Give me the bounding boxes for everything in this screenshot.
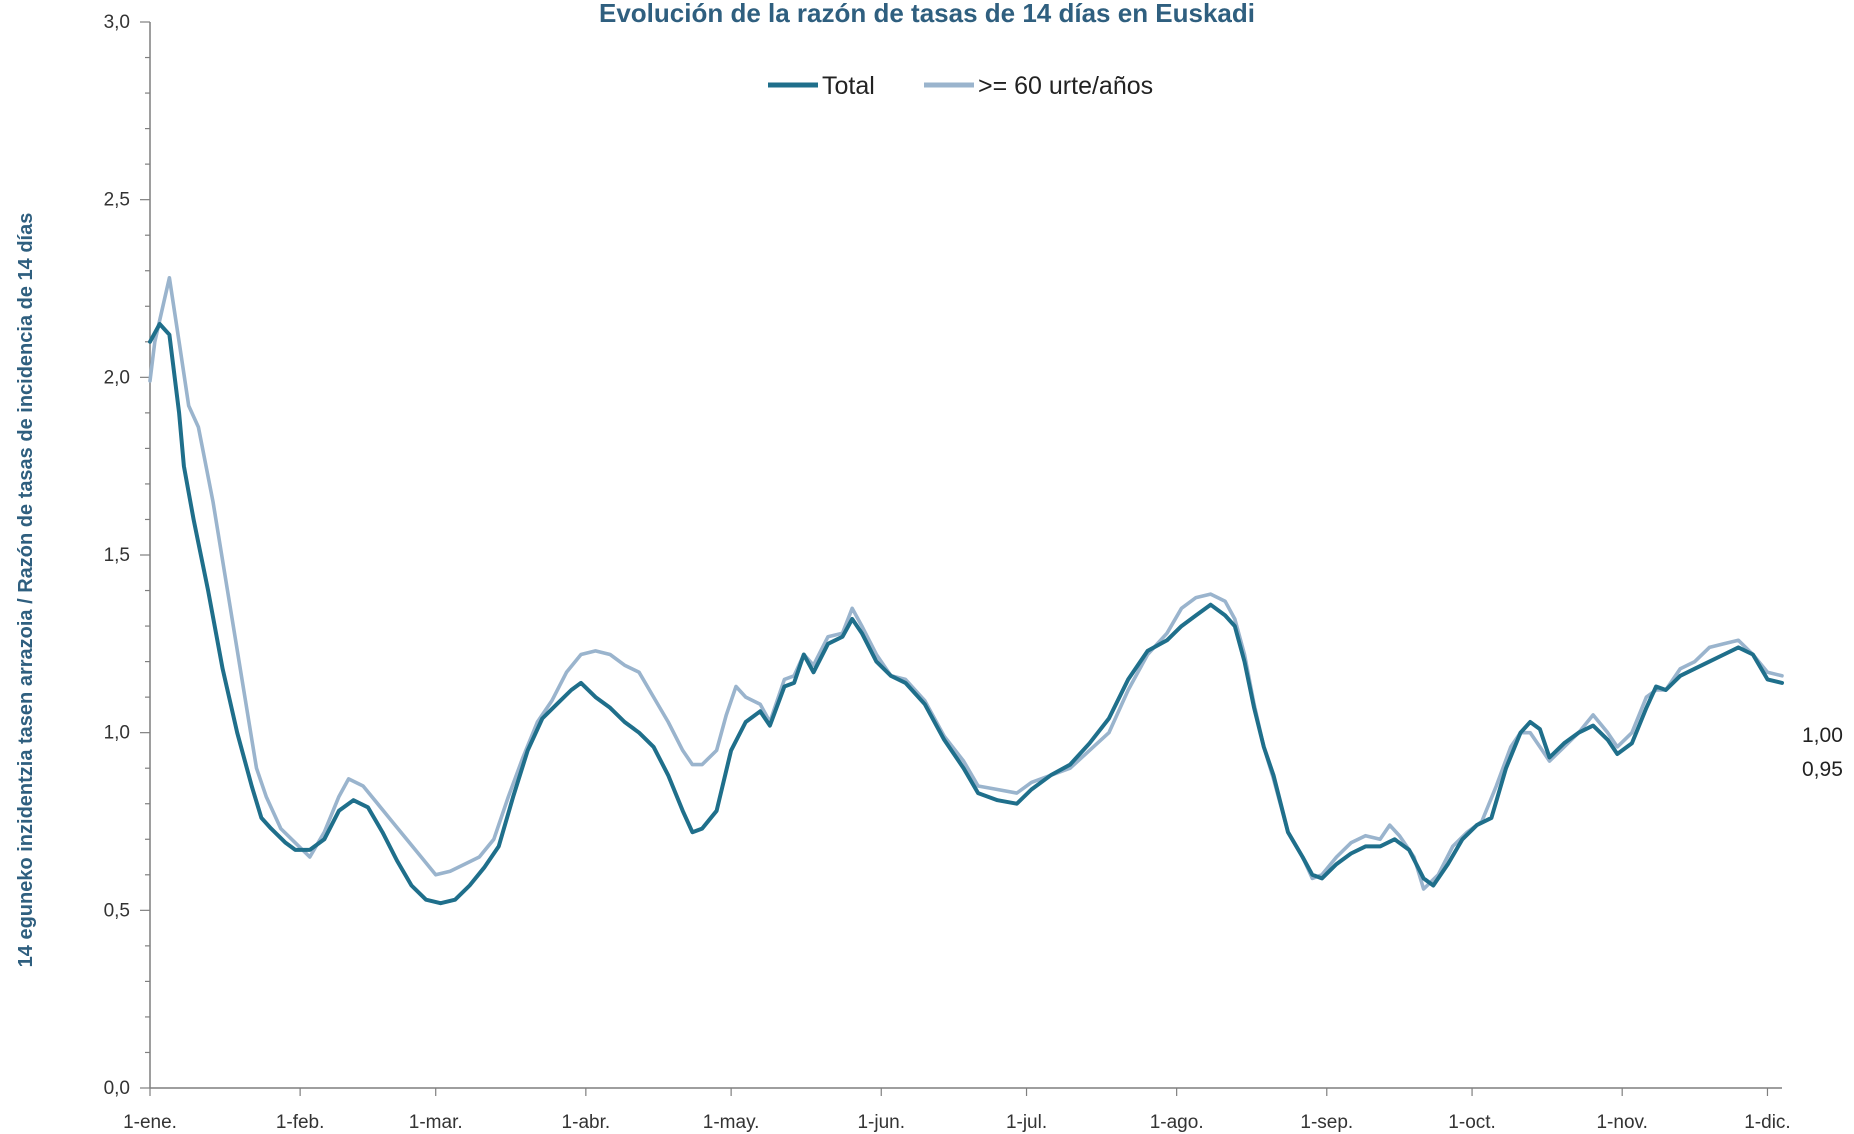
x-tick-label: 1-mar. xyxy=(409,1112,463,1133)
y-tick-label: 0,0 xyxy=(104,1078,130,1099)
x-tick-label: 1-oct. xyxy=(1448,1112,1496,1133)
y-tick-label: 2,5 xyxy=(104,190,130,211)
x-tick-label: 1-ago. xyxy=(1150,1112,1204,1133)
x-tick-label: 1-dic. xyxy=(1744,1112,1790,1133)
y-tick-label: 0,5 xyxy=(104,900,130,921)
y-tick-label: 2,0 xyxy=(104,367,130,388)
y-axis-ticks: 0,0 0,5 1,0 1,5 2,0 2,5 3,0 xyxy=(104,12,150,1099)
series-line-total xyxy=(148,322,1784,906)
y-tick-label: 1,0 xyxy=(104,723,130,744)
x-axis-ticks: 1-ene. 1-feb. 1-mar. 1-abr. 1-may. 1-jun. 1-ju… xyxy=(123,1088,1791,1133)
x-tick-label: 1-ene. xyxy=(123,1112,177,1133)
x-tick-label: 1-feb. xyxy=(276,1112,325,1133)
x-tick-label: 1-jul. xyxy=(1006,1112,1047,1133)
x-tick-label: 1-nov. xyxy=(1596,1112,1647,1133)
x-tick-label: 1-sep. xyxy=(1300,1112,1353,1133)
legend: Total >= 60 urte/años xyxy=(768,72,1153,100)
y-tick-label: 3,0 xyxy=(104,12,130,33)
end-labels: 0,95 1,00 xyxy=(1802,724,1843,781)
end-label-total: 0,95 xyxy=(1802,758,1843,781)
x-tick-label: 1-abr. xyxy=(562,1112,611,1133)
series-line-60plus xyxy=(148,276,1784,891)
chart-title: Evolución de la razón de tasas de 14 día… xyxy=(599,0,1255,28)
x-tick-label: 1-may. xyxy=(703,1112,760,1133)
legend-label-60plus: >= 60 urte/años xyxy=(978,72,1153,100)
end-label-60plus: 1,00 xyxy=(1802,724,1843,747)
legend-label-total: Total xyxy=(822,72,875,100)
x-tick-label: 1-jun. xyxy=(857,1112,905,1133)
y-axis-label: 14 eguneko inzidentzia tasen arrazoia / … xyxy=(15,213,37,968)
series-layer xyxy=(148,276,1784,906)
y-tick-label: 1,5 xyxy=(104,545,130,566)
